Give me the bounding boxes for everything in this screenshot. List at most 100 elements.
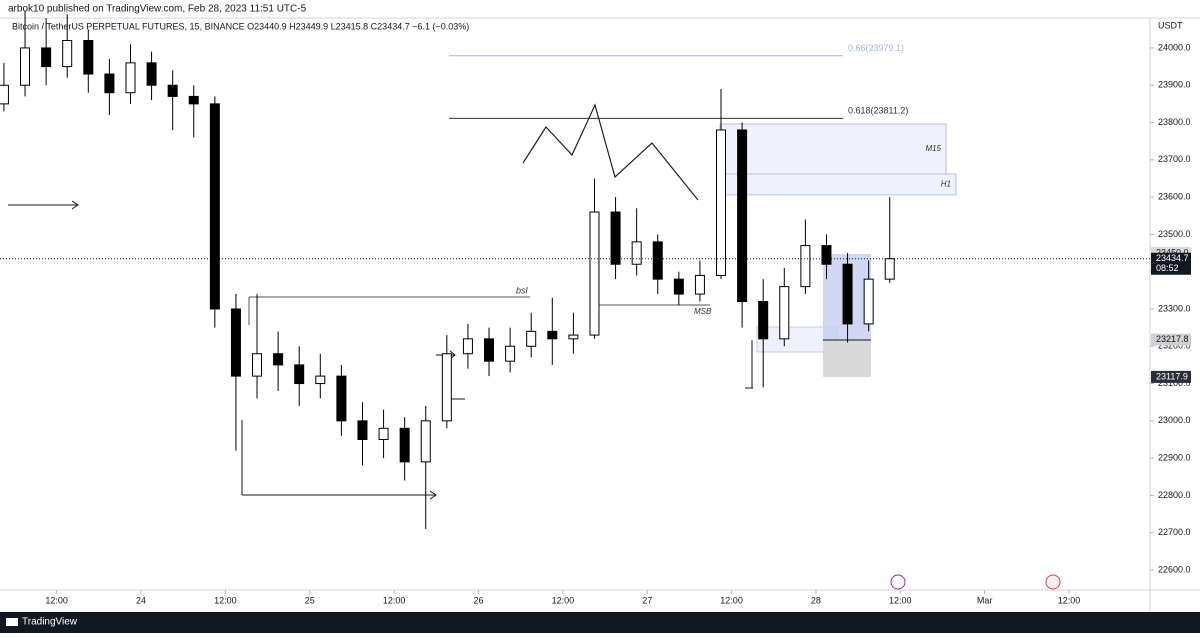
x-tick-label: 12:00 bbox=[45, 595, 68, 605]
candle-body bbox=[209, 103, 220, 310]
candle-body bbox=[83, 39, 94, 75]
arrow-head bbox=[429, 490, 437, 500]
candle-body bbox=[20, 47, 31, 86]
y-tick-label: 23200.0 bbox=[1158, 341, 1191, 351]
candle-body bbox=[146, 62, 157, 86]
candle-body bbox=[104, 73, 115, 94]
fib-label: 0.66(23979.1) bbox=[848, 43, 904, 53]
candle-body bbox=[737, 129, 748, 303]
y-tick-label: 24000.0 bbox=[1158, 42, 1191, 52]
y-tick-label: 22600.0 bbox=[1158, 564, 1191, 574]
icon[interactable] bbox=[1045, 574, 1061, 590]
x-tick-label: 12:00 bbox=[720, 595, 743, 605]
candle-body bbox=[505, 345, 516, 362]
candle-body bbox=[673, 278, 684, 295]
header: arbok10 published on TradingView.com, Fe… bbox=[8, 4, 307, 15]
zone bbox=[719, 173, 957, 196]
x-tick-label: 26 bbox=[473, 595, 483, 605]
candle-body bbox=[315, 375, 326, 385]
zone bbox=[719, 123, 947, 175]
y-tick-label: 23800.0 bbox=[1158, 117, 1191, 127]
candle-body bbox=[125, 62, 136, 94]
x-tick-label: 12:00 bbox=[1058, 595, 1081, 605]
candle-body bbox=[652, 241, 663, 280]
logo bbox=[6, 618, 18, 626]
candle-body bbox=[610, 211, 621, 265]
plot: bsl MSB 0.66(23979.1) 0.618(23811.2) M15 H1 bbox=[0, 10, 957, 529]
y-axis-label: USDT bbox=[1158, 20, 1183, 30]
price-tag bbox=[1151, 333, 1191, 346]
arrow-head bbox=[71, 200, 79, 210]
y-tick-label: 23500.0 bbox=[1158, 229, 1191, 239]
y-tick-label: 22900.0 bbox=[1158, 453, 1191, 463]
last-price-label: 23434.7 bbox=[1156, 253, 1189, 263]
candle-body bbox=[357, 420, 368, 440]
candle-body bbox=[526, 330, 537, 347]
zigzag bbox=[522, 103, 699, 201]
candle-body bbox=[188, 95, 199, 105]
icon[interactable] bbox=[890, 574, 906, 590]
candle-body bbox=[399, 427, 410, 463]
price-tag-label: 23217.8 bbox=[1156, 334, 1189, 344]
annotation: MSB bbox=[694, 307, 712, 316]
x-tick-label: 25 bbox=[305, 595, 315, 605]
candle-body bbox=[336, 375, 347, 422]
candle-body bbox=[694, 274, 705, 295]
x-tick-label: 27 bbox=[642, 595, 652, 605]
candle-body bbox=[62, 39, 73, 68]
candle-body bbox=[252, 353, 263, 377]
y-tick-label: 23100.0 bbox=[1158, 378, 1191, 388]
y-tick-label: 23600.0 bbox=[1158, 191, 1191, 201]
candle-body bbox=[294, 364, 305, 385]
candle-body bbox=[378, 427, 389, 440]
y-tick-label: 22700.0 bbox=[1158, 527, 1191, 537]
candle-body bbox=[779, 286, 790, 340]
candle-body bbox=[441, 353, 452, 422]
x-tick-label: 28 bbox=[811, 595, 821, 605]
candle-body bbox=[547, 330, 558, 340]
annotation: bsl bbox=[516, 285, 529, 295]
candle-body bbox=[230, 308, 241, 377]
y-tick-label: 23000.0 bbox=[1158, 415, 1191, 425]
candle-body bbox=[821, 245, 832, 265]
y-tick-label: 23700.0 bbox=[1158, 154, 1191, 164]
candle-body bbox=[716, 129, 727, 276]
candle-body bbox=[884, 258, 895, 280]
x-tick-label: 12:00 bbox=[214, 595, 237, 605]
candle-body bbox=[589, 211, 600, 336]
zone-label: H1 bbox=[941, 180, 951, 189]
candle-body bbox=[631, 241, 642, 265]
footer-bar bbox=[0, 612, 1200, 633]
candle-body bbox=[758, 301, 769, 340]
candle-body bbox=[420, 420, 431, 463]
candle-body bbox=[842, 263, 853, 325]
candle-body bbox=[800, 245, 811, 288]
x-tick-label: 12:00 bbox=[383, 595, 406, 605]
y-tick-label: 22800.0 bbox=[1158, 490, 1191, 500]
candle-body bbox=[273, 353, 284, 366]
x-tick-label: 12:00 bbox=[552, 595, 575, 605]
candle-body bbox=[167, 84, 178, 97]
countdown: 08:52 bbox=[1156, 263, 1179, 273]
box bbox=[823, 340, 871, 377]
zone-label: M15 bbox=[925, 144, 941, 153]
last-price-tag bbox=[1151, 252, 1191, 275]
price-tag-label: 23117.9 bbox=[1156, 371, 1188, 381]
y-tick-label: 23300.0 bbox=[1158, 303, 1191, 313]
y-tick-label: 23900.0 bbox=[1158, 80, 1191, 90]
x-tick-label: Mar bbox=[977, 595, 993, 605]
candle-body bbox=[41, 47, 52, 68]
candle-body bbox=[568, 334, 579, 340]
candle-body bbox=[0, 84, 9, 105]
symbol-info: Bitcoin / TetherUS PERPETUAL FUTURES, 15… bbox=[12, 21, 469, 31]
price-tag-label: 23450.0 bbox=[1156, 247, 1189, 257]
candle-body bbox=[863, 278, 874, 325]
x-tick-label: 24 bbox=[136, 595, 146, 605]
candle-body bbox=[484, 338, 495, 362]
fib-label: 0.618(23811.2) bbox=[848, 106, 908, 116]
x-tick-label: 12:00 bbox=[889, 595, 912, 605]
candle-body bbox=[462, 338, 473, 355]
footer: TradingView bbox=[22, 617, 78, 628]
